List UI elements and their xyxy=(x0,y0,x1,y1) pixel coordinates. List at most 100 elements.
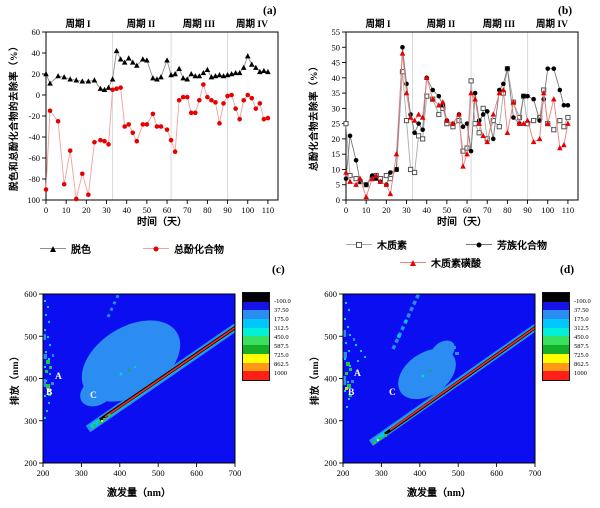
svg-text:40: 40 xyxy=(32,48,41,58)
peak-label-b: B xyxy=(46,388,53,398)
scatter-chart-b: 0 10 20 30 40 50 60 70 80 90 100 110555045403530252… xyxy=(332,27,579,215)
legend-item-aromatic: 芳族化合物 xyxy=(466,237,547,252)
legend-b-row2: 木质素磺酸 xyxy=(400,250,481,270)
panel-a: (a) 周期 I 周期 II 周期 III 周期 IV 0 10 20 30 40 50 6… xyxy=(0,0,300,262)
svg-text:50: 50 xyxy=(443,205,452,215)
x-axis-label-a: 时间（天） xyxy=(137,217,187,228)
svg-text:80: 80 xyxy=(203,205,212,215)
svg-text:10: 10 xyxy=(62,205,71,215)
svg-text:45: 45 xyxy=(332,58,341,68)
svg-text:70: 70 xyxy=(183,205,192,215)
legend-b-row1: 木质素 芳族化合物 xyxy=(346,232,547,252)
peak-label-c: C xyxy=(389,388,396,398)
panel-d: (d) xyxy=(300,262,600,508)
svg-text:-40: -40 xyxy=(29,132,40,142)
panel-a-tag: (a) xyxy=(263,5,277,17)
svg-text:700: 700 xyxy=(529,468,542,478)
svg-text:300: 300 xyxy=(24,416,37,426)
svg-text:20: 20 xyxy=(82,205,91,215)
period-label-a3: 周期 III xyxy=(182,20,216,30)
svg-text:40: 40 xyxy=(122,205,130,215)
peak-label-c: C xyxy=(90,391,97,401)
svg-text:400: 400 xyxy=(24,374,37,384)
svg-text:20: 20 xyxy=(32,69,41,79)
period-label-b3: 周期 III xyxy=(482,20,516,30)
eem-d-art xyxy=(343,294,535,463)
svg-text:200: 200 xyxy=(324,458,337,468)
svg-text:30: 30 xyxy=(402,205,411,215)
period-label-b1: 周期 I xyxy=(365,20,391,30)
svg-text:500: 500 xyxy=(324,331,337,341)
legend-item-lignin: 木质素 xyxy=(346,237,407,252)
lignin-marker-icon xyxy=(346,242,372,248)
svg-text:300: 300 xyxy=(375,468,388,478)
period-label-a2: 周期 II xyxy=(126,20,156,30)
svg-text:60: 60 xyxy=(163,205,172,215)
legend-item-phenolic: 总酚化合物 xyxy=(143,241,224,256)
period-label-a4: 周期 IV xyxy=(236,20,268,30)
scatter-chart-a: 0 10 20 30 40 50 60 70 80 90 100 110 60 40 20 0 -20 -40 -6… xyxy=(27,27,279,215)
decolor-marker-icon xyxy=(40,246,66,252)
panel-d-tag: (d) xyxy=(560,264,575,276)
svg-text:60: 60 xyxy=(32,27,41,37)
panel-c: (c) xyxy=(0,262,300,508)
svg-text:200: 200 xyxy=(337,468,350,478)
svg-text:500: 500 xyxy=(152,468,165,478)
svg-text:30: 30 xyxy=(102,205,111,215)
svg-text:700: 700 xyxy=(229,468,242,478)
svg-text:600: 600 xyxy=(490,468,503,478)
eem-c-art xyxy=(43,294,235,463)
svg-text:-20: -20 xyxy=(29,111,40,121)
panel-b: (b) 周期 I 周期 II 周期 III 周期 IV 0 10 20 30 40 50 6… xyxy=(300,0,600,270)
svg-text:600: 600 xyxy=(24,289,37,299)
peak-label-a: A xyxy=(354,369,361,379)
x-axis-label-b: 时间（天） xyxy=(437,217,487,228)
legend-item-lignosulfonic: 木质素磺酸 xyxy=(400,255,481,270)
svg-text:15: 15 xyxy=(332,149,341,159)
svg-text:50: 50 xyxy=(143,205,152,215)
x-axis-label-c: 激发量（nm） xyxy=(107,488,171,499)
colorbar-c: -100.0 37.50 175.0 312.5 450.0 587.5 725.0 862.… xyxy=(242,292,291,381)
svg-text:0: 0 xyxy=(344,205,348,215)
panel-c-tag: (c) xyxy=(272,264,285,276)
legend-item-decolor: 脱色 xyxy=(40,241,91,256)
svg-text:0: 0 xyxy=(336,195,340,205)
period-label-b4: 周期 IV xyxy=(536,20,568,30)
svg-text:90: 90 xyxy=(223,205,232,215)
svg-text:200: 200 xyxy=(37,468,50,478)
svg-text:-60: -60 xyxy=(29,153,40,163)
svg-text:400: 400 xyxy=(113,468,126,478)
peak-label-b: B xyxy=(348,388,355,398)
svg-text:-80: -80 xyxy=(29,174,40,184)
svg-text:60: 60 xyxy=(463,205,472,215)
svg-text:50: 50 xyxy=(332,42,341,52)
colorbar-d: -100.0 37.50 175.0 312.5 450.0 587.5 725.0 862.… xyxy=(542,292,591,381)
svg-text:110: 110 xyxy=(262,205,274,215)
svg-text:110: 110 xyxy=(562,205,574,215)
svg-text:200: 200 xyxy=(24,458,37,468)
panel-b-tag: (b) xyxy=(558,5,573,17)
phenolic-marker-icon xyxy=(143,246,169,252)
svg-text:90: 90 xyxy=(523,205,532,215)
svg-text:55: 55 xyxy=(332,27,341,37)
svg-text:600: 600 xyxy=(324,289,337,299)
svg-text:5: 5 xyxy=(336,180,340,190)
svg-text:70: 70 xyxy=(483,205,492,215)
period-label-b2: 周期 II xyxy=(426,20,456,30)
svg-text:40: 40 xyxy=(422,205,431,215)
eem-plot-c: A B C 200 300 400 500 600 700 600 500 400 300 200 xyxy=(24,289,242,478)
legend-a: 脱色 总酚化合物 xyxy=(40,236,224,256)
svg-text:300: 300 xyxy=(75,468,88,478)
svg-text:100: 100 xyxy=(27,195,40,205)
eem-plot-d: A B C 200 300 400 500 600 700 600 500 400 300 200 xyxy=(324,289,542,478)
svg-text:20: 20 xyxy=(382,205,391,215)
svg-text:400: 400 xyxy=(413,468,426,478)
peak-label-a: A xyxy=(55,372,62,382)
svg-text:500: 500 xyxy=(24,331,37,341)
svg-text:400: 400 xyxy=(324,374,337,384)
period-label-a1: 周期 I xyxy=(65,20,91,30)
aromatic-marker-icon xyxy=(466,242,492,248)
svg-text:10: 10 xyxy=(332,164,341,174)
svg-text:30: 30 xyxy=(332,103,341,113)
